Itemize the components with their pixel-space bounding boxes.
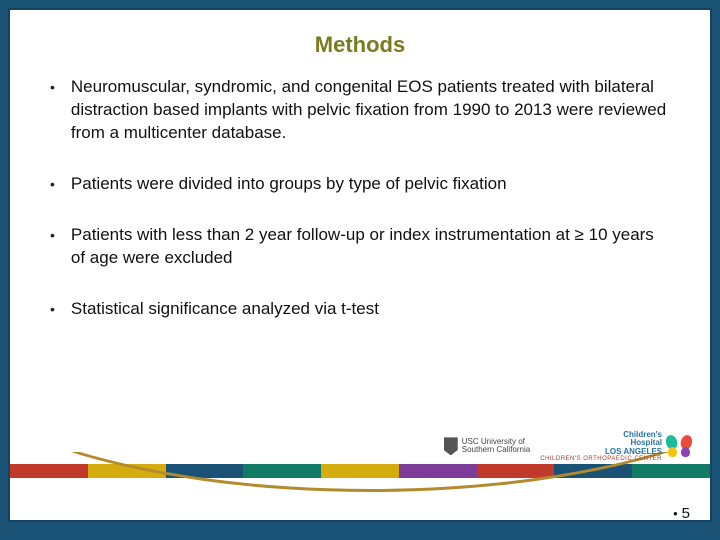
bullet-text: Neuromuscular, syndromic, and congenital…	[71, 76, 670, 145]
usc-text: USC University of Southern California	[462, 438, 530, 455]
shield-icon	[444, 437, 458, 455]
bullet-icon: •	[50, 175, 55, 194]
usc-line2: Southern California	[462, 446, 530, 454]
bullet-text: Statistical significance analyzed via t-…	[71, 298, 379, 321]
slide-panel: Methods • Neuromuscular, syndromic, and …	[8, 8, 712, 522]
usc-logo: USC University of Southern California	[444, 437, 530, 455]
bullet-text: Patients were divided into groups by typ…	[71, 173, 507, 196]
chla-logo: Children's Hospital LOS ANGELES CHILDREN…	[540, 431, 692, 462]
chla-text: Children's Hospital LOS ANGELES	[540, 431, 662, 456]
bullet-icon: •	[50, 78, 55, 97]
bullet-text: Patients with less than 2 year follow-up…	[71, 224, 670, 270]
list-item: • Patients were divided into groups by t…	[50, 173, 670, 196]
page-number-value: 5	[682, 505, 690, 522]
slide-title: Methods	[10, 10, 710, 72]
chla-text-block: Children's Hospital LOS ANGELES CHILDREN…	[540, 431, 662, 462]
bullet-icon: •	[50, 226, 55, 245]
list-item: • Patients with less than 2 year follow-…	[50, 224, 670, 270]
page-number: •5	[673, 505, 690, 522]
chla-subtext: CHILDREN'S ORTHOPAEDIC CENTER	[540, 456, 662, 462]
butterfly-icon	[666, 435, 692, 457]
list-item: • Neuromuscular, syndromic, and congenit…	[50, 76, 670, 145]
bullet-icon: •	[50, 300, 55, 319]
list-item: • Statistical significance analyzed via …	[50, 298, 670, 321]
content-area: • Neuromuscular, syndromic, and congenit…	[10, 72, 710, 321]
bullet-list: • Neuromuscular, syndromic, and congenit…	[50, 76, 670, 321]
logo-area: USC University of Southern California Ch…	[444, 431, 692, 462]
bullet-icon: •	[673, 506, 678, 521]
